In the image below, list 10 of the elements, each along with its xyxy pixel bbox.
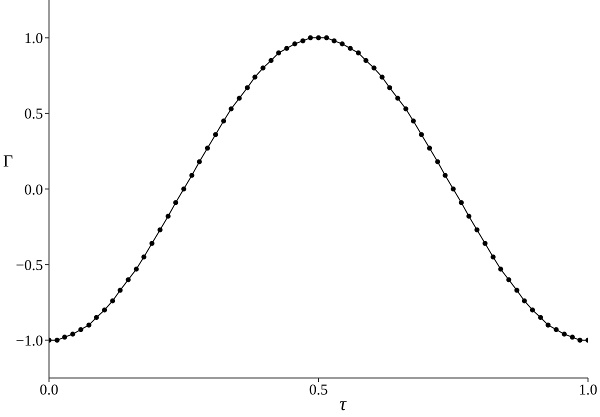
y-tick-label: 1.0 — [24, 31, 43, 48]
x-axis-title: τ — [339, 394, 348, 415]
y-tick-label: −0.5 — [16, 258, 43, 274]
y-tick-label: −1.0 — [16, 334, 43, 350]
y-tick-label: 0.0 — [24, 182, 43, 198]
x-tick-label: 0.0 — [40, 382, 58, 399]
x-tick-label: 0.5 — [309, 382, 328, 399]
y-axis-title: Γ — [3, 151, 14, 170]
y-tick-label: 0.5 — [24, 106, 43, 123]
x-tick-label: 1.0 — [578, 382, 598, 399]
